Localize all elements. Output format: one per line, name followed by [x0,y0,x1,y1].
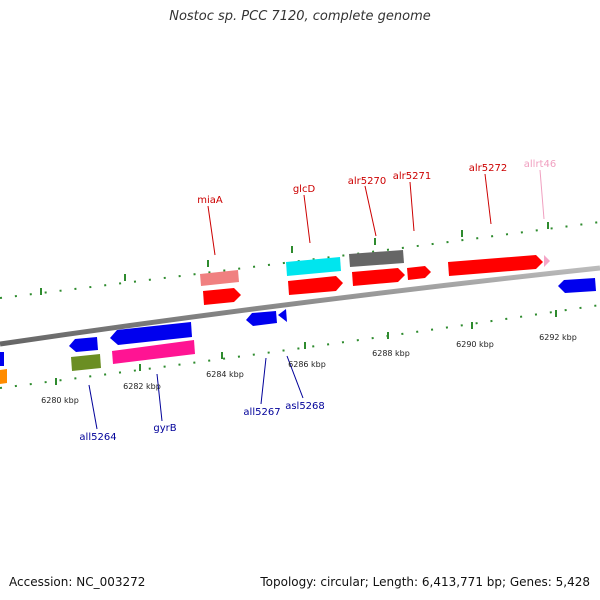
gene-label-miaA[interactable]: miaA [197,195,223,206]
kbp-label: 6280 kbp [41,396,79,405]
gene-arrow-left-edge-orange[interactable] [0,369,7,384]
map-title: Nostoc sp. PCC 7120, complete genome [169,9,431,24]
kbp-label: 6292 kbp [539,333,577,342]
gene-arrow-all5267[interactable] [246,311,277,326]
reverse-callouts [88,355,304,430]
gene-label-gyrB[interactable]: gyrB [153,423,176,434]
reverse-gene-arrows [0,278,596,384]
gene-arrow-glcD-upper[interactable] [286,257,341,276]
accession-text: Accession: NC_003272 [9,575,146,589]
forward-gene-arrows [200,250,550,305]
gene-label-alr5272[interactable]: alr5272 [469,163,507,174]
kbp-label: 6286 kbp [288,360,326,369]
major-ticks [40,222,557,385]
kbp-label: 6284 kbp [206,370,244,379]
gene-arrow-left-edge-blue[interactable] [0,352,4,366]
allrt46-callout [539,169,545,220]
gene-arrow-asl5268[interactable] [278,309,287,322]
kbp-labels: 6280 kbp 6282 kbp 6284 kbp 6286 kbp 6288… [41,333,577,405]
gene-label-allrt46[interactable]: allrt46 [524,159,556,170]
genome-backbone [0,265,600,347]
gene-arrow-alr5270[interactable] [352,268,405,286]
gene-arrow-gyrB[interactable] [112,340,195,364]
reverse-gene-labels: all5264 gyrB all5267 asl5268 [79,401,324,443]
gene-arrow-alr5270-upper[interactable] [349,250,404,267]
kbp-label: 6282 kbp [123,382,161,391]
genome-stats-text: Topology: circular; Length: 6,413,771 bp… [260,575,590,589]
forward-gene-labels: miaA glcD alr5270 alr5271 alr5272 [197,163,507,206]
gene-arrow-miaA[interactable] [203,288,241,305]
gene-label-alr5270[interactable]: alr5270 [348,176,386,187]
kbp-label: 6290 kbp [456,340,494,349]
gene-label-glcD[interactable]: glcD [293,184,316,195]
gene-arrow-alr5271[interactable] [407,266,431,280]
forward-callouts [207,173,492,256]
gene-label-asl5268[interactable]: asl5268 [285,401,325,412]
gene-arrow-alr5272[interactable] [448,255,543,276]
kbp-label: 6288 kbp [372,349,410,358]
gene-arrow-gyrB-upper[interactable] [110,322,192,345]
gene-label-alr5271[interactable]: alr5271 [393,171,431,182]
gene-arrow-glcD[interactable] [288,276,343,295]
gene-arrow-olive[interactable] [71,354,101,371]
gene-arrow-all5264[interactable] [69,337,98,352]
gene-label-all5264[interactable]: all5264 [79,432,116,443]
gene-arrow-right-edge[interactable] [558,278,596,293]
gene-arrow-allrt46[interactable] [544,255,550,267]
gene-arrow-miaA-upper[interactable] [200,270,239,286]
gene-label-all5267[interactable]: all5267 [243,407,280,418]
